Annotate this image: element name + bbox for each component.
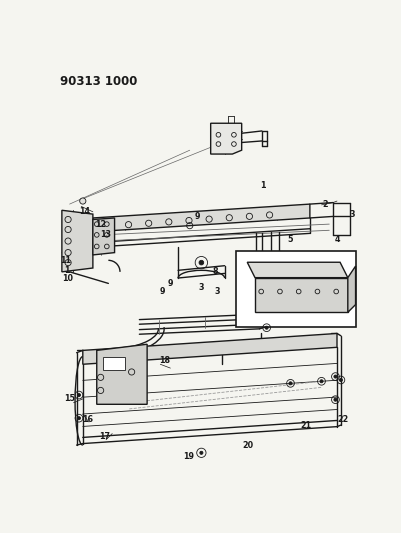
- Text: 3: 3: [214, 287, 219, 296]
- Text: 1: 1: [65, 266, 70, 275]
- Text: 3: 3: [198, 283, 204, 292]
- Text: 1: 1: [260, 181, 265, 190]
- Circle shape: [199, 451, 203, 454]
- Text: 12: 12: [95, 220, 106, 229]
- Text: 7: 7: [279, 283, 285, 292]
- Text: 5: 5: [287, 235, 292, 244]
- Text: 6: 6: [287, 275, 292, 284]
- Circle shape: [264, 326, 267, 329]
- Text: 20: 20: [242, 441, 253, 450]
- Circle shape: [288, 382, 291, 385]
- Circle shape: [338, 378, 342, 382]
- Text: 4: 4: [333, 235, 339, 244]
- Polygon shape: [247, 262, 347, 278]
- Circle shape: [319, 379, 322, 383]
- Text: 22: 22: [337, 415, 348, 424]
- Polygon shape: [62, 210, 93, 272]
- Text: 24: 24: [247, 302, 257, 311]
- Polygon shape: [97, 344, 147, 405]
- Text: 14: 14: [79, 207, 90, 216]
- Bar: [235, 251, 355, 327]
- Polygon shape: [347, 266, 355, 312]
- Text: 10: 10: [62, 273, 73, 282]
- Text: 9: 9: [194, 212, 200, 221]
- Polygon shape: [83, 334, 336, 364]
- Text: 90313 1000: 90313 1000: [59, 75, 137, 88]
- Text: 2: 2: [322, 200, 327, 209]
- Circle shape: [333, 375, 336, 378]
- Text: 7: 7: [282, 285, 287, 294]
- Text: 23: 23: [241, 317, 252, 326]
- Polygon shape: [93, 218, 114, 255]
- Text: 9: 9: [160, 287, 165, 296]
- Text: 13: 13: [100, 230, 111, 239]
- Polygon shape: [210, 123, 241, 154]
- Circle shape: [77, 417, 80, 419]
- Circle shape: [79, 198, 86, 204]
- Text: 9: 9: [167, 279, 173, 288]
- Polygon shape: [254, 278, 347, 312]
- Polygon shape: [93, 204, 309, 232]
- Text: 21: 21: [300, 422, 311, 430]
- Text: 11: 11: [60, 256, 71, 265]
- Text: 16: 16: [82, 415, 93, 424]
- Text: 15: 15: [64, 394, 75, 403]
- Text: 3: 3: [349, 209, 354, 219]
- Circle shape: [198, 260, 203, 265]
- Bar: [103, 357, 124, 370]
- Text: 19: 19: [182, 452, 193, 461]
- Text: 18: 18: [159, 356, 170, 365]
- Circle shape: [77, 393, 80, 397]
- Text: 6: 6: [291, 273, 296, 282]
- Text: 17: 17: [99, 432, 110, 441]
- Text: 8: 8: [212, 268, 218, 276]
- Circle shape: [333, 398, 336, 401]
